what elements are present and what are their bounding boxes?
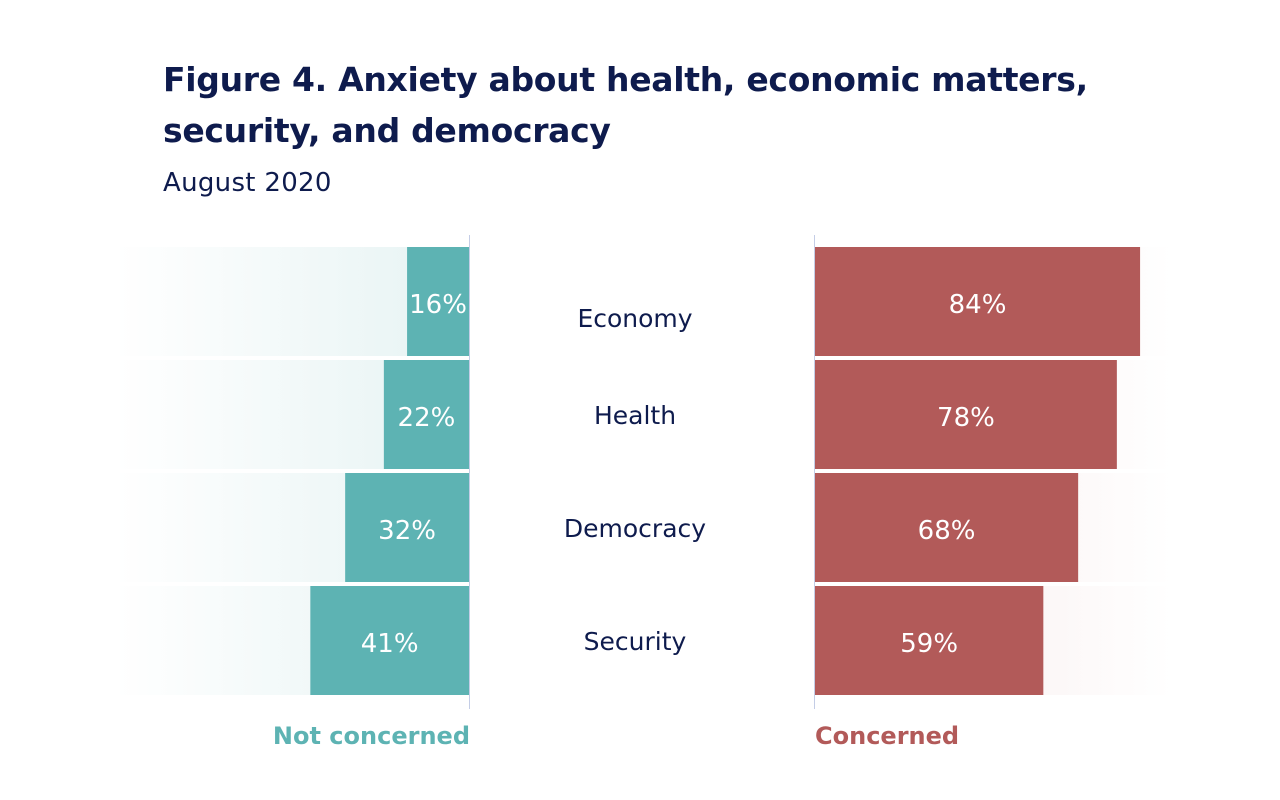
bar-concerned-economy: [815, 247, 1141, 356]
legend-concerned: Concerned: [815, 722, 960, 750]
value-label-concerned-democracy: 68%: [918, 516, 976, 546]
value-label-concerned-economy: 84%: [949, 290, 1007, 320]
bar-concerned-democracy: [815, 473, 1079, 582]
legend-not-concerned: Not concerned: [272, 722, 470, 750]
chart-subtitle: August 2020: [163, 168, 332, 198]
category-label-security: Security: [584, 627, 687, 656]
not-concerned-bars: [310, 247, 469, 695]
value-label-not-concerned-democracy: 32%: [378, 516, 436, 546]
concerned-value-labels: 84% 78% 68% 59%: [900, 290, 1006, 659]
bar-not-concerned-health: [383, 360, 469, 469]
chart-title: Figure 4. Anxiety about health, economic…: [163, 60, 1088, 150]
category-label-health: Health: [594, 401, 676, 430]
not-concerned-value-labels: 16% 22% 32% 41%: [361, 290, 467, 659]
category-labels: Economy Health Democracy Security: [564, 304, 706, 656]
bar-not-concerned-security: [310, 586, 469, 695]
bar-not-concerned-democracy: [345, 473, 469, 582]
value-label-not-concerned-security: 41%: [361, 629, 419, 659]
value-label-concerned-health: 78%: [937, 403, 995, 433]
value-label-concerned-security: 59%: [900, 629, 958, 659]
bar-concerned-security: [815, 586, 1044, 695]
value-label-not-concerned-health: 22%: [398, 403, 456, 433]
concerned-bars: [815, 247, 1141, 695]
right-axis-line: [814, 235, 815, 709]
bar-concerned-health: [815, 360, 1117, 469]
category-label-democracy: Democracy: [564, 514, 706, 543]
value-label-not-concerned-economy: 16%: [409, 290, 467, 320]
left-axis-line: [469, 235, 470, 709]
bar-not-concerned-economy: [407, 247, 469, 356]
category-label-economy: Economy: [577, 304, 692, 333]
